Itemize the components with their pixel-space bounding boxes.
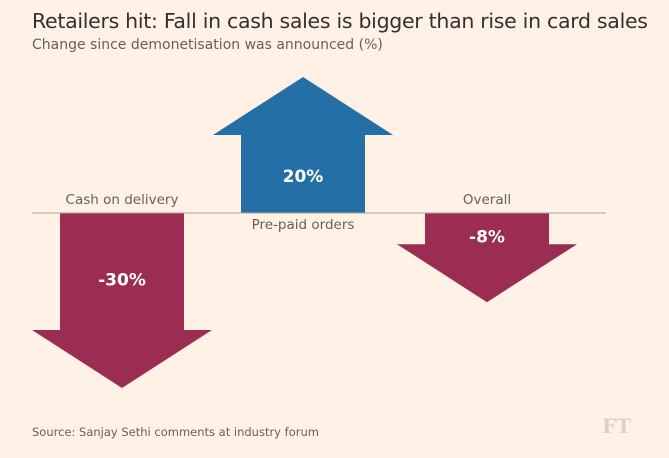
category-label: Cash on delivery [66, 192, 179, 208]
ft-logo: FT [602, 414, 632, 438]
category-label: Pre-paid orders [252, 217, 355, 233]
arrow-0 [32, 213, 212, 388]
chart-title: Retailers hit: Fall in cash sales is big… [32, 9, 648, 33]
category-label: Overall [463, 192, 511, 208]
chart-subtitle: Change since demonetisation was announce… [32, 37, 383, 53]
source-note: Source: Sanjay Sethi comments at industr… [32, 425, 319, 439]
arrow-2 [397, 213, 577, 303]
value-label: -8% [469, 228, 505, 248]
arrow-1 [213, 77, 393, 213]
value-label: 20% [283, 167, 324, 187]
value-label: -30% [98, 271, 146, 291]
